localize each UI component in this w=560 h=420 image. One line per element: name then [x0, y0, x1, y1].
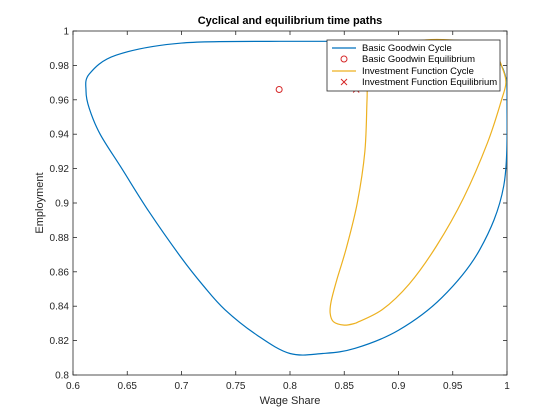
y-tick-label: 0.9: [55, 199, 69, 210]
y-tick-label: 1: [63, 27, 69, 38]
legend-swatch-investment-function-equilibrium: [340, 78, 348, 86]
x-tick-label: 0.95: [443, 381, 463, 392]
legend-swatch-basic-goodwin-equilibrium: [340, 55, 348, 63]
axis-ticks: 0.6 0.65 0.7 0.75 0.8 0.85 0.9 0.95 1 0.8 0.82 0.84…: [50, 27, 511, 393]
y-tick-label: 0.96: [50, 95, 70, 106]
x-tick-label: 0.6: [66, 381, 80, 392]
y-tick-label: 0.8: [55, 371, 69, 382]
y-tick-label: 0.92: [50, 164, 70, 175]
y-tick-label: 0.94: [50, 130, 70, 141]
x-tick-label: 0.85: [335, 381, 355, 392]
point-basic-goodwin-equilibrium: [275, 85, 283, 93]
x-tick-label: 0.65: [118, 381, 138, 392]
y-tick-label: 0.82: [50, 336, 70, 347]
y-tick-label: 0.86: [50, 267, 70, 278]
y-axis-label: Employment: [34, 172, 46, 233]
legend-label-basic-goodwin-equilibrium: Basic Goodwin Equilibrium: [362, 54, 475, 65]
legend-label-basic-goodwin-cycle: Basic Goodwin Cycle: [362, 43, 452, 54]
x-tick-label: 0.9: [392, 381, 406, 392]
x-tick-label: 0.8: [283, 381, 297, 392]
y-tick-label: 0.98: [50, 61, 70, 72]
x-tick-label: 0.75: [226, 381, 246, 392]
x-axis-label: Wage Share: [260, 395, 321, 407]
x-tick-label: 0.7: [175, 381, 189, 392]
x-tick-label: 1: [504, 381, 510, 392]
y-tick-label: 0.84: [50, 302, 70, 313]
y-tick-label: 0.88: [50, 233, 70, 244]
legend-label-investment-function-cycle: Investment Function Cycle: [362, 66, 474, 77]
legend-label-investment-function-equilibrium: Investment Function Equilibrium: [362, 77, 497, 88]
legend: Basic Goodwin Cycle Basic Goodwin Equili…: [326, 39, 501, 92]
chart-title: Cyclical and equilibrium time paths: [198, 15, 383, 27]
